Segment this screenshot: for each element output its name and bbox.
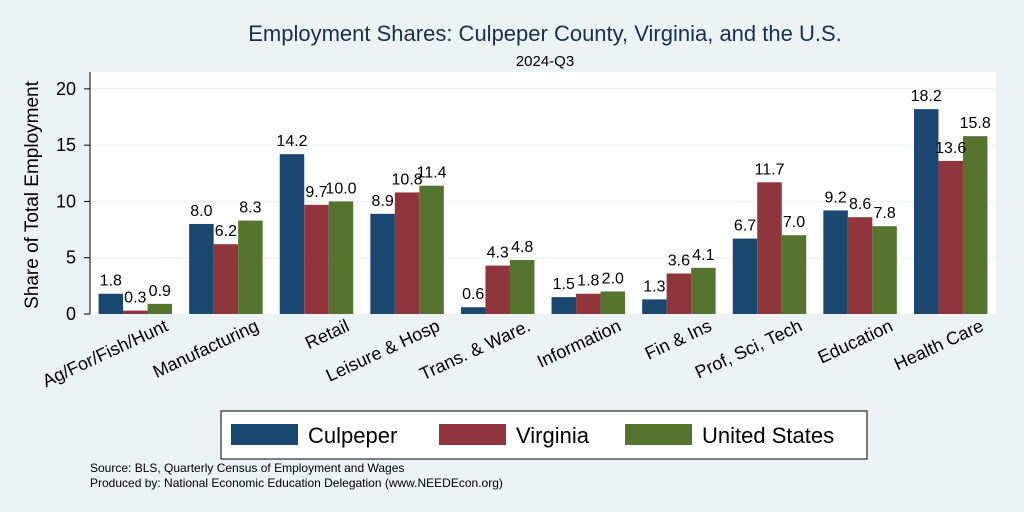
legend-label-culpeper: Culpeper xyxy=(308,423,397,448)
data-label: 7.8 xyxy=(873,205,895,222)
data-label: 8.9 xyxy=(371,193,393,210)
legend: Culpeper Virginia United States xyxy=(220,410,868,460)
bar xyxy=(962,136,988,314)
data-label: 2.0 xyxy=(602,270,624,287)
legend-swatch-united-states xyxy=(625,424,692,445)
data-label: 4.8 xyxy=(511,239,533,256)
bars xyxy=(98,109,988,314)
data-label: 8.3 xyxy=(239,200,261,217)
legend-swatch-virginia xyxy=(439,424,506,445)
data-label: 1.8 xyxy=(577,273,599,290)
bar xyxy=(509,259,535,314)
bar xyxy=(642,299,667,314)
y-tick-label: 0 xyxy=(66,304,76,324)
bar xyxy=(551,297,577,314)
data-label: 9.2 xyxy=(824,189,846,206)
bar xyxy=(98,293,124,314)
bar xyxy=(460,307,486,314)
y-tick-label: 10 xyxy=(56,191,76,211)
data-label: 6.2 xyxy=(215,223,237,240)
bar xyxy=(485,265,510,314)
data-label: 11.7 xyxy=(755,161,785,178)
y-tick-label: 5 xyxy=(66,248,76,268)
data-label: 15.8 xyxy=(960,115,991,132)
data-label: 0.3 xyxy=(124,290,146,307)
data-label: 7.0 xyxy=(783,214,805,231)
bar xyxy=(123,310,148,314)
bar xyxy=(666,273,692,314)
bar xyxy=(394,192,420,314)
legend-box xyxy=(220,410,868,460)
bar xyxy=(419,185,444,314)
bar xyxy=(600,291,626,314)
data-label: 8.0 xyxy=(190,203,212,220)
bar xyxy=(576,293,601,314)
data-label: 3.6 xyxy=(668,252,690,269)
data-label: 8.6 xyxy=(849,196,871,213)
bar xyxy=(872,226,897,314)
data-label: 4.1 xyxy=(692,247,714,264)
bar xyxy=(279,154,305,314)
legend-label-united-states: United States xyxy=(702,423,834,448)
data-label: 10.0 xyxy=(325,180,356,197)
chart-title: Employment Shares: Culpeper County, Virg… xyxy=(248,21,842,46)
bar xyxy=(781,235,807,314)
data-label: 18.2 xyxy=(911,88,942,105)
source-note: Source: BLS, Quarterly Census of Employm… xyxy=(90,461,404,475)
bar xyxy=(732,238,758,314)
legend-swatch-culpeper xyxy=(231,424,298,445)
data-label: 13.6 xyxy=(935,140,966,157)
bar xyxy=(328,201,354,314)
y-ticks: 0 5 10 15 20 xyxy=(56,79,90,324)
bar xyxy=(147,303,173,314)
data-label: 0.9 xyxy=(149,283,171,300)
bar xyxy=(913,109,939,314)
bar xyxy=(938,160,963,314)
produced-by-note: Produced by: National Economic Education… xyxy=(90,476,503,490)
bar xyxy=(691,267,716,314)
bar xyxy=(847,217,873,314)
y-tick-label: 15 xyxy=(56,135,76,155)
y-axis-label: Share of Total Employment xyxy=(22,80,43,308)
y-tick-label: 20 xyxy=(56,79,76,99)
data-label: 1.3 xyxy=(643,278,665,295)
bar xyxy=(189,223,214,314)
data-label: 0.6 xyxy=(462,286,484,303)
data-label: 9.7 xyxy=(305,184,327,201)
bar xyxy=(213,244,239,314)
data-label: 1.5 xyxy=(553,276,575,293)
chart-subtitle: 2024-Q3 xyxy=(516,53,574,70)
bar xyxy=(757,182,782,314)
bar xyxy=(238,220,263,314)
data-label: 6.7 xyxy=(734,218,756,235)
bar xyxy=(370,213,395,314)
bar xyxy=(823,210,848,314)
bar xyxy=(304,204,329,314)
data-label: 4.3 xyxy=(487,245,509,262)
data-label: 14.2 xyxy=(276,133,307,150)
data-label: 10.8 xyxy=(392,171,423,188)
data-labels: 1.80.3 0.98.06.28.314.29.710.08.910.811.4… xyxy=(100,88,991,306)
data-label: 11.4 xyxy=(417,165,447,182)
data-label: 1.8 xyxy=(100,273,122,290)
legend-label-virginia: Virginia xyxy=(516,423,590,448)
